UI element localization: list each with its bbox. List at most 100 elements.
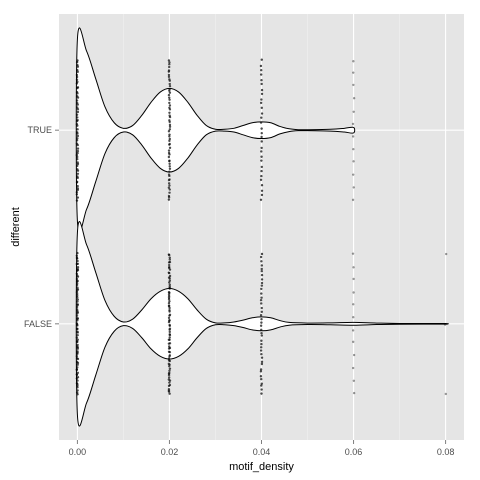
data-point: [75, 113, 79, 116]
data-point: [76, 389, 79, 392]
data-point: [260, 278, 264, 281]
data-point: [352, 291, 355, 294]
data-point: [260, 292, 263, 295]
data-point: [167, 182, 171, 185]
data-point: [260, 106, 263, 110]
data-point: [168, 101, 171, 105]
data-point: [168, 128, 172, 131]
data-point: [259, 349, 263, 352]
data-point: [168, 379, 172, 382]
data-point: [76, 65, 80, 68]
data-point: [76, 251, 79, 255]
data-point: [168, 143, 171, 146]
data-point: [168, 184, 171, 187]
data-point: [168, 61, 171, 64]
data-point: [168, 96, 171, 99]
data-point: [167, 304, 171, 308]
data-point: [352, 186, 355, 189]
data-point: [168, 167, 172, 170]
data-point: [76, 103, 79, 106]
data-point: [76, 327, 79, 331]
data-point: [75, 272, 79, 275]
data-point: [168, 89, 171, 92]
data-point: [75, 373, 79, 377]
data-point: [260, 184, 264, 187]
data-point: [76, 340, 79, 344]
data-point: [260, 352, 263, 356]
data-point: [168, 336, 171, 339]
data-point: [352, 71, 355, 74]
data-point: [260, 281, 264, 285]
y-axis-title: different: [10, 207, 22, 247]
data-point: [75, 314, 79, 317]
data-point: [168, 162, 171, 166]
data-point: [75, 277, 79, 281]
data-point: [259, 324, 263, 327]
data-point: [260, 377, 263, 381]
data-point: [76, 196, 80, 199]
data-point: [168, 381, 171, 384]
data-point: [260, 273, 264, 277]
data-point: [167, 316, 171, 320]
data-point: [260, 116, 263, 119]
data-point: [351, 198, 355, 202]
data-point: [76, 298, 79, 301]
data-point: [168, 263, 171, 267]
data-point: [75, 153, 79, 157]
data-point: [259, 178, 263, 182]
data-point: [259, 73, 263, 76]
y-axis-ticks: FALSE TRUE: [24, 125, 59, 329]
data-point: [167, 298, 171, 301]
x-tick-label: 0.02: [161, 447, 179, 457]
data-point: [168, 306, 171, 310]
data-point: [260, 346, 263, 349]
data-point: [75, 78, 79, 81]
data-point: [75, 75, 79, 79]
data-point: [75, 377, 79, 380]
data-point: [76, 259, 79, 263]
data-point: [352, 147, 355, 151]
data-point: [167, 376, 171, 379]
data-point: [259, 314, 263, 317]
data-point: [260, 58, 263, 61]
data-point: [259, 368, 263, 371]
data-point: [259, 298, 263, 302]
data-point: [352, 353, 356, 357]
data-point: [260, 356, 264, 359]
data-point: [75, 262, 79, 266]
data-point: [75, 280, 79, 283]
data-point: [352, 110, 355, 114]
data-point: [260, 360, 264, 364]
data-point: [352, 391, 356, 395]
data-point: [260, 302, 263, 305]
data-point: [352, 379, 356, 382]
data-point: [168, 281, 171, 284]
data-point: [168, 369, 171, 372]
data-point: [352, 316, 355, 319]
data-point: [76, 172, 80, 176]
data-point: [76, 265, 80, 269]
data-point: [76, 176, 79, 180]
data-point: [76, 157, 79, 161]
data-point: [260, 112, 264, 115]
data-point: [260, 382, 264, 385]
violin-true: [75, 27, 356, 233]
data-point: [168, 63, 171, 66]
data-point: [76, 296, 79, 299]
data-point: [260, 362, 264, 366]
data-point: [75, 305, 79, 309]
data-point: [351, 366, 355, 370]
data-point: [75, 139, 79, 142]
data-point: [168, 159, 171, 163]
data-point: [76, 137, 79, 140]
data-point: [75, 257, 79, 260]
data-point: [76, 379, 79, 382]
data-point: [260, 284, 264, 287]
data-point: [168, 283, 171, 286]
data-point: [168, 137, 171, 141]
data-point: [75, 181, 79, 184]
data-point: [352, 266, 355, 269]
y-tick-label: TRUE: [28, 125, 53, 135]
data-point: [352, 96, 356, 100]
data-point: [260, 159, 263, 162]
